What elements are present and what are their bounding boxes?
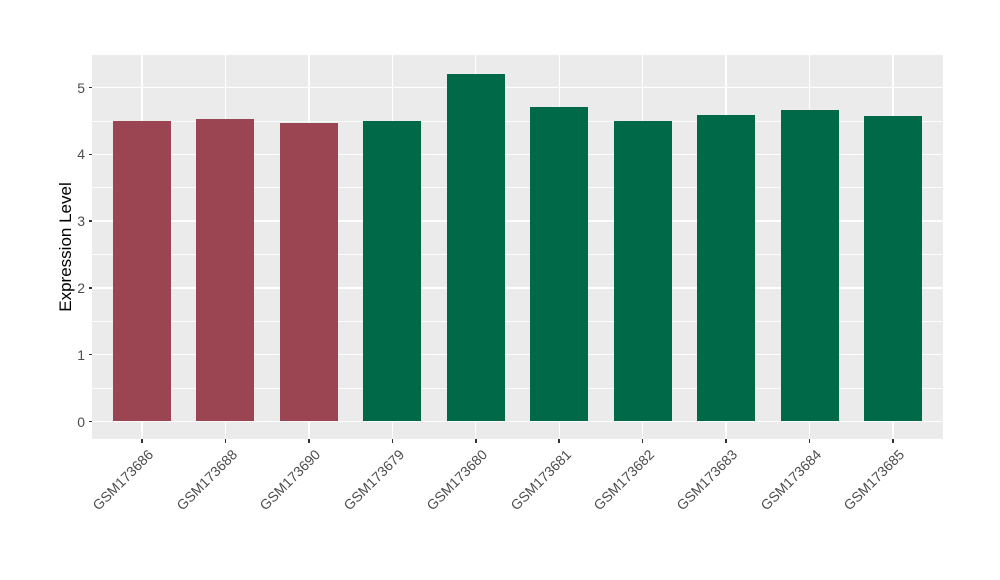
x-tick-label: GSM173681 (506, 446, 574, 514)
bar-GSM173686 (113, 120, 172, 422)
y-tick-label: 2 (77, 279, 85, 296)
x-tick-label: GSM173686 (89, 446, 157, 514)
bar-GSM173680 (446, 74, 505, 422)
bar-GSM173682 (613, 120, 672, 422)
y-tick-label: 3 (77, 213, 85, 230)
x-tick-label: GSM173683 (673, 446, 741, 514)
bar-GSM173690 (279, 122, 338, 422)
y-tick-label: 1 (77, 346, 85, 363)
y-tick (88, 86, 92, 89)
x-tick (141, 439, 143, 443)
y-gridline-major (92, 86, 943, 89)
plot-panel (92, 55, 943, 439)
y-gridline-minor (92, 120, 943, 122)
x-tick-label: GSM173685 (840, 446, 908, 514)
y-gridline-minor (92, 254, 943, 255)
y-gridline-major (92, 287, 943, 289)
x-tick (308, 439, 310, 443)
y-gridline-major (92, 354, 943, 356)
y-tick-label: 0 (77, 413, 85, 430)
bar-GSM173684 (780, 109, 839, 422)
bar-GSM173679 (363, 120, 422, 422)
x-tick (475, 439, 477, 443)
y-tick-label: 5 (77, 79, 85, 96)
x-tick-label: GSM173688 (173, 446, 241, 514)
y-gridline-minor (92, 387, 943, 389)
y-tick (88, 353, 92, 356)
bar-GSM173683 (697, 114, 756, 422)
x-tick (808, 439, 811, 443)
y-gridline-major (92, 153, 943, 155)
y-tick (88, 153, 92, 156)
y-tick (88, 287, 92, 289)
y-tick (88, 420, 92, 423)
x-tick-label: GSM173684 (757, 446, 825, 514)
y-gridline-minor (92, 320, 943, 322)
y-gridline-major (92, 420, 943, 423)
y-tick-label: 4 (77, 146, 85, 163)
x-tick (391, 439, 394, 443)
bar-GSM173688 (196, 118, 255, 422)
x-tick (224, 439, 227, 443)
y-gridline-minor (92, 187, 943, 189)
bar-GSM173685 (863, 116, 922, 422)
x-tick-label: GSM173690 (256, 446, 324, 514)
x-tick-label: GSM173679 (340, 446, 407, 514)
x-tick (641, 439, 644, 443)
x-tick (892, 439, 894, 443)
bar-GSM173681 (530, 106, 589, 422)
y-gridline-major (92, 220, 943, 222)
x-tick-label: GSM173680 (423, 446, 491, 514)
y-tick (88, 220, 92, 222)
x-tick (725, 439, 727, 443)
x-tick (558, 439, 560, 443)
x-tick-label: GSM173682 (590, 446, 658, 514)
